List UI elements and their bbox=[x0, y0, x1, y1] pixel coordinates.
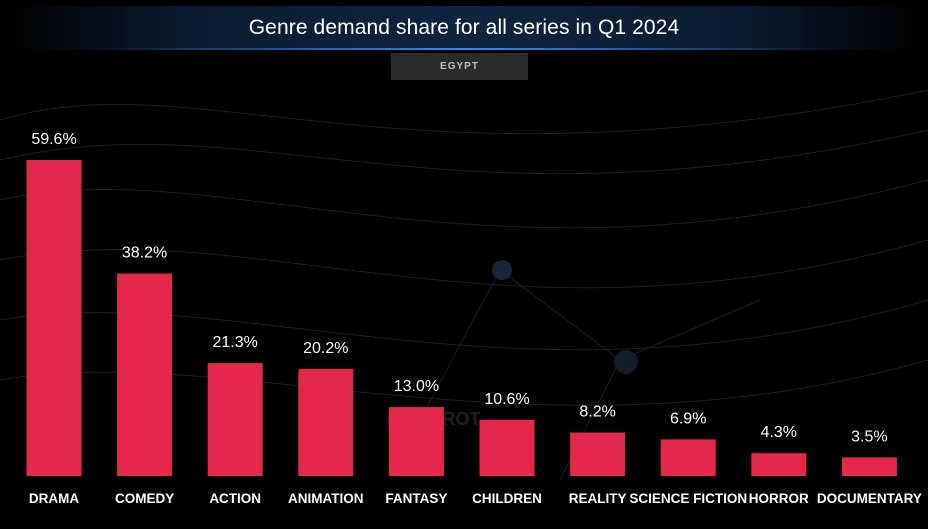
value-label: 21.3% bbox=[213, 334, 258, 351]
bar-fantasy bbox=[388, 407, 444, 476]
category-label: REALITY bbox=[569, 491, 627, 506]
category-label: DRAMA bbox=[29, 491, 79, 506]
title-bar: Genre demand share for all series in Q1 … bbox=[0, 6, 928, 50]
bar-drama bbox=[26, 160, 82, 476]
bar-documentary bbox=[841, 457, 897, 476]
category-label: CHILDREN bbox=[472, 491, 542, 506]
bar-horror bbox=[751, 453, 807, 476]
bar-action bbox=[207, 363, 263, 476]
value-label: 10.6% bbox=[484, 391, 529, 408]
value-label: 20.2% bbox=[303, 340, 348, 357]
category-label: ANIMATION bbox=[288, 491, 364, 506]
value-label: 13.0% bbox=[394, 378, 439, 395]
bar-children bbox=[479, 419, 535, 476]
chart-subtitle: EGYPT bbox=[440, 61, 479, 72]
chart-title: Genre demand share for all series in Q1 … bbox=[248, 16, 680, 39]
value-label: 6.9% bbox=[670, 410, 706, 427]
bar-science-fiction bbox=[660, 439, 716, 476]
category-label: FANTASY bbox=[385, 491, 447, 506]
value-label: 8.2% bbox=[579, 404, 615, 421]
bar-animation bbox=[298, 368, 354, 476]
category-label: HORROR bbox=[749, 491, 809, 506]
category-label: ACTION bbox=[209, 491, 261, 506]
category-label: SCIENCE FICTION bbox=[629, 491, 747, 506]
bar-reality bbox=[570, 432, 626, 476]
subtitle-box: EGYPT bbox=[391, 53, 528, 80]
value-label: 3.5% bbox=[851, 428, 887, 445]
value-label: 59.6% bbox=[31, 131, 76, 148]
value-label: 4.3% bbox=[761, 424, 797, 441]
category-label: DOCUMENTARY bbox=[817, 491, 922, 506]
category-label: COMEDY bbox=[115, 491, 174, 506]
bar-comedy bbox=[117, 273, 173, 476]
value-label: 38.2% bbox=[122, 245, 167, 262]
